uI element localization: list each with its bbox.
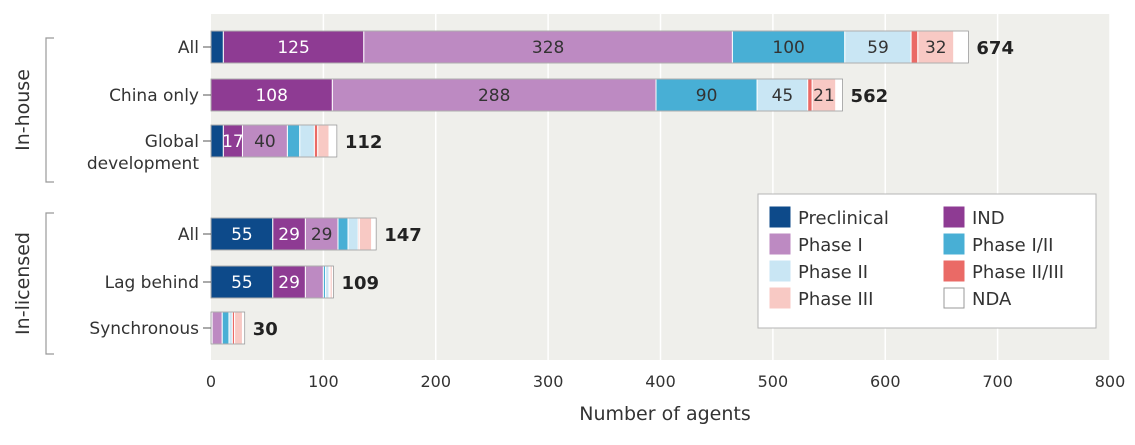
category-label: Global [145, 132, 199, 152]
group-bracket [45, 37, 54, 183]
bar-segment-phase-ii-iii [910, 30, 919, 64]
category-label: All [178, 225, 199, 245]
x-tick-label: 700 [982, 372, 1013, 391]
group-label: In-house [12, 69, 34, 151]
bar-segment-nda [371, 217, 377, 251]
bar-value-label: 90 [696, 86, 718, 106]
bar-segment-phase-i-ii [731, 30, 846, 64]
bar-segment-phase-iii [234, 311, 243, 345]
bar-segment-phase-iii [317, 124, 330, 158]
group-label: In-licensed [12, 232, 34, 335]
legend-swatch [943, 287, 965, 309]
bar-total-label: 562 [851, 86, 889, 107]
legend-swatch [943, 233, 965, 255]
bar-total-label: 30 [253, 319, 278, 340]
bar-segment-phase-i-ii [655, 78, 758, 112]
legend-label: Preclinical [798, 208, 889, 229]
x-tick-label: 400 [645, 372, 676, 391]
bar-value-label: 55 [231, 225, 253, 245]
legend-label: Phase I [798, 235, 863, 256]
bar-value-label: 125 [277, 38, 309, 58]
bar-segment-nda [328, 124, 338, 158]
bar-segment-phase-iii [358, 217, 373, 251]
bar-segment-preclinical [210, 30, 224, 64]
legend-box [757, 193, 1097, 329]
bar-value-label: 29 [311, 225, 333, 245]
bar-value-label: 32 [925, 38, 947, 58]
bar-segment-preclinical [210, 265, 274, 299]
bar-value-label: 40 [254, 132, 276, 152]
bar-segment-phase-i [211, 311, 223, 345]
legend-swatch [769, 260, 791, 282]
bar-value-label: 100 [772, 38, 804, 58]
bar-value-label: 55 [231, 273, 253, 293]
x-tick-labels: 0 100 200 300 400 500 600 700 800 [206, 372, 1125, 391]
legend-label: Phase III [798, 289, 873, 310]
bar-value-label: 21 [813, 86, 835, 106]
bar-value-label: 45 [772, 86, 794, 106]
legend-swatch [943, 260, 965, 282]
legend-swatch [769, 206, 791, 228]
bar-segment-phase-ii-iii [807, 78, 813, 112]
bar-total-label: 109 [341, 273, 379, 294]
bar-value-label: 17 [222, 132, 244, 152]
group-bracket [45, 212, 54, 355]
total-labels: 674 562 112 147 109 30 [253, 38, 1014, 340]
legend-label: Phase II [798, 262, 868, 283]
bar-segment-phase-i [304, 265, 324, 299]
category-label: All [178, 38, 199, 58]
bar-segment-phase-ii [228, 311, 233, 345]
legend-swatch [943, 206, 965, 228]
legend-label: NDA [972, 289, 1012, 310]
x-tick-label: 800 [1095, 372, 1126, 391]
x-tick-label: 500 [758, 372, 789, 391]
bar-value-label: 29 [278, 225, 300, 245]
bar-segment-phase-ii [347, 217, 359, 251]
x-tick-label: 600 [870, 372, 901, 391]
category-label: Lag behind [105, 273, 199, 293]
bar-segment-phase-i-ii [337, 217, 349, 251]
category-label: development [87, 154, 199, 174]
x-tick-label: 300 [533, 372, 564, 391]
legend: Preclinical IND Phase I Phase I/II Phase II P… [757, 193, 1097, 329]
group-brackets: In-house In-licensed [12, 37, 54, 355]
legend-label: Phase II/III [972, 262, 1064, 283]
bar-value-label: 29 [278, 273, 300, 293]
x-tick-label: 100 [308, 372, 339, 391]
bar-value-label: 108 [255, 86, 287, 106]
bar-segment-nda [953, 30, 969, 64]
bar-segment-nda [835, 78, 844, 112]
bar-segment-phase-i-ii [286, 124, 301, 158]
legend-label: Phase I/II [972, 235, 1053, 256]
x-tick-label: 0 [206, 372, 216, 391]
bar-value-label: 59 [867, 38, 889, 58]
bars [210, 30, 969, 345]
bar-segment-phase-i-ii [221, 311, 230, 345]
bar-value-label: 288 [478, 86, 510, 106]
bar-segment-phase-ii [299, 124, 315, 158]
legend-label: IND [972, 208, 1005, 229]
bar-total-label: 147 [384, 225, 422, 246]
bar-segment-phase-ii [325, 265, 330, 299]
legend-swatch [769, 233, 791, 255]
bar-value-label: 328 [532, 38, 564, 58]
category-label: Synchronous [89, 319, 199, 339]
x-tick-label: 200 [420, 372, 451, 391]
bar-total-label: 112 [345, 132, 383, 153]
segment-labels: 125 328 100 59 32 108 288 90 45 21 17 40 55 29 29 55 29 [222, 38, 947, 293]
bar-segment-phase-ii-iii [313, 124, 319, 158]
x-axis-title: Number of agents [579, 403, 751, 425]
legend-swatch [769, 287, 791, 309]
category-label: China only [109, 86, 199, 106]
bar-total-label: 674 [976, 38, 1014, 59]
x-axis: 0 100 200 300 400 500 600 700 800 Number of agen… [206, 372, 1125, 425]
